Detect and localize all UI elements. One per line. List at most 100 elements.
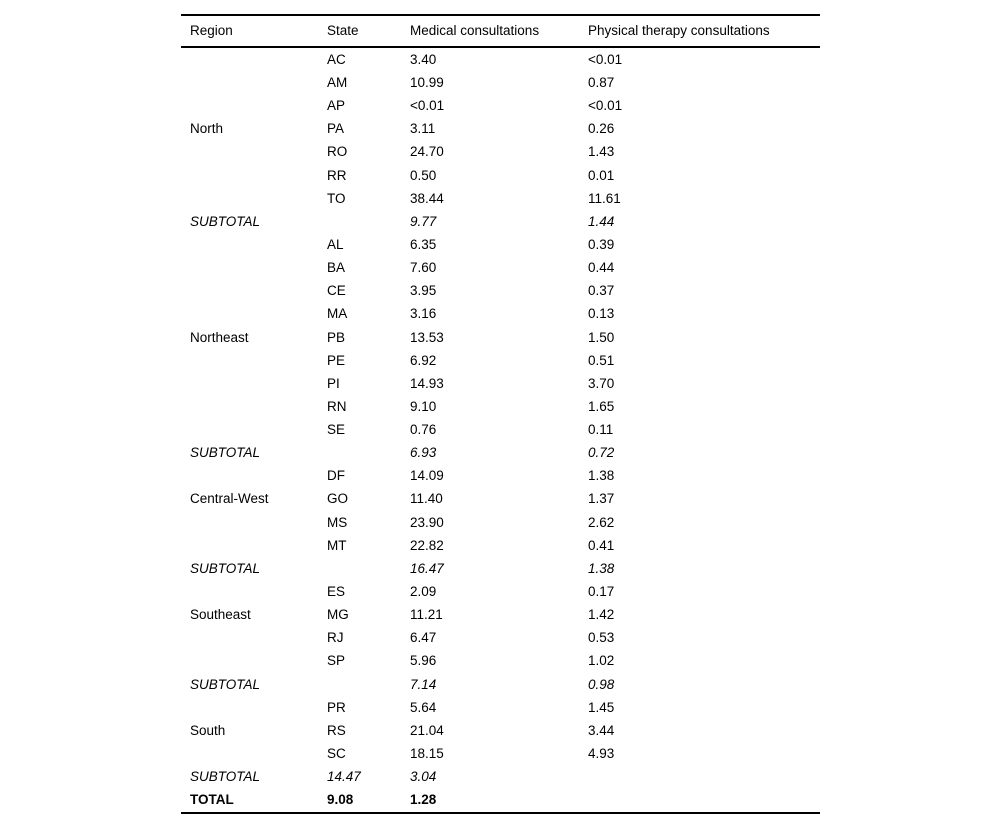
cell-medical: 7.60 [410, 260, 437, 276]
table-row: MS 23.90 2.62 [181, 511, 820, 534]
cell-medical: 1.28 [410, 792, 437, 808]
table-row: RJ 6.47 0.53 [181, 627, 820, 650]
table-row: BA 7.60 0.44 [181, 256, 820, 279]
cell-physical: 0.11 [588, 422, 614, 438]
table-row: Central-West GO 11.40 1.37 [181, 488, 820, 511]
cell-medical: 14.93 [410, 375, 444, 391]
cell-state: AM [327, 74, 348, 90]
header-row: Region State Medical consultations Physi… [181, 15, 820, 48]
cell-medical: 5.64 [410, 699, 437, 715]
table-row: RO 24.70 1.43 [181, 141, 820, 164]
cell-region: South [190, 722, 226, 738]
cell-region: Southeast [190, 607, 251, 623]
cell-medical: 14.09 [410, 468, 444, 484]
table-row: AP <0.01 <0.01 [181, 94, 820, 117]
cell-region [181, 580, 327, 603]
cell-region [181, 71, 327, 94]
cell-state [327, 441, 410, 464]
table-row: Northeast PB 13.53 1.50 [181, 326, 820, 349]
cell-region [181, 534, 327, 557]
cell-physical: 3.70 [588, 375, 615, 391]
cell-medical: 18.15 [410, 746, 444, 762]
cell-state: PA [327, 121, 345, 137]
cell-region [181, 696, 327, 719]
cell-medical: 16.47 [410, 560, 444, 576]
table-row: SC 18.15 4.93 [181, 742, 820, 765]
table-row: SE 0.76 0.11 [181, 418, 820, 441]
cell-region [181, 372, 327, 395]
subtotal-row: SUBTOTAL 9.77 1.44 [181, 210, 820, 233]
table-row: Southeast MG 11.21 1.42 [181, 603, 820, 626]
cell-region: SUBTOTAL [190, 213, 261, 229]
cell-medical: 6.47 [410, 630, 437, 646]
cell-medical: 11.40 [410, 491, 443, 507]
cell-region: SUBTOTAL [190, 769, 261, 785]
cell-state: TO [327, 190, 346, 206]
cell-physical: 1.02 [588, 653, 615, 669]
cell-region [181, 47, 327, 71]
cell-state: RO [327, 144, 348, 160]
cell-physical: 0.53 [588, 630, 615, 646]
cell-physical [588, 765, 820, 788]
cell-region [181, 164, 327, 187]
cell-medical: 38.44 [410, 190, 444, 206]
subtotal-row: SUBTOTAL 6.93 0.72 [181, 441, 820, 464]
cell-medical: 23.90 [410, 514, 444, 530]
cell-state: RS [327, 722, 346, 738]
cell-state: RR [327, 167, 347, 183]
cell-state: PR [327, 699, 346, 715]
cell-state: AL [327, 236, 344, 252]
total-row: TOTAL 9.08 1.28 [181, 789, 820, 813]
cell-medical: 3.04 [410, 769, 437, 785]
cell-physical: 1.45 [588, 699, 615, 715]
cell-state [327, 210, 410, 233]
cell-physical: 0.01 [588, 167, 615, 183]
cell-physical: 1.44 [588, 213, 615, 229]
table-row: DF 14.09 1.38 [181, 465, 820, 488]
table-row: PR 5.64 1.45 [181, 696, 820, 719]
cell-physical: 0.51 [588, 352, 615, 368]
cell-state: MG [327, 607, 349, 623]
cell-region: SUBTOTAL [190, 445, 261, 461]
cell-physical: 1.37 [588, 491, 615, 507]
cell-physical: 1.43 [588, 144, 615, 160]
table-row: AC 3.40 <0.01 [181, 47, 820, 71]
col-header-medical-consultations: Medical consultations [410, 15, 588, 48]
cell-state: ES [327, 584, 346, 600]
cell-medical: 9.77 [410, 213, 437, 229]
col-header-state: State [327, 15, 410, 48]
cell-physical: 1.65 [588, 398, 615, 414]
table-row: South RS 21.04 3.44 [181, 719, 820, 742]
cell-region [181, 303, 327, 326]
cell-state: MT [327, 537, 347, 553]
cell-region [181, 141, 327, 164]
cell-region: SUBTOTAL [190, 560, 261, 576]
table-row: MA 3.16 0.13 [181, 303, 820, 326]
cell-state: 14.47 [327, 769, 361, 785]
cell-medical: 22.82 [410, 537, 444, 553]
table-row: PI 14.93 3.70 [181, 372, 820, 395]
cell-region [181, 742, 327, 765]
cell-state: MA [327, 306, 348, 322]
cell-state: PB [327, 329, 346, 345]
cell-medical: 3.40 [410, 51, 437, 67]
cell-physical: 0.72 [588, 445, 615, 461]
cell-physical: 2.62 [588, 514, 615, 530]
cell-state: AC [327, 51, 346, 67]
cell-state: SP [327, 653, 346, 669]
cell-physical: <0.01 [588, 51, 623, 67]
cell-physical [588, 789, 820, 813]
cell-state: RN [327, 398, 347, 414]
cell-state: BA [327, 260, 346, 276]
cell-physical: 0.17 [588, 584, 615, 600]
table-row: ES 2.09 0.17 [181, 580, 820, 603]
col-header-region: Region [181, 15, 327, 48]
table-row: PE 6.92 0.51 [181, 349, 820, 372]
cell-physical: 0.39 [588, 236, 615, 252]
cell-physical: 1.50 [588, 329, 615, 345]
cell-state: MS [327, 514, 348, 530]
cell-physical: 0.37 [588, 283, 615, 299]
table-row: RN 9.10 1.65 [181, 395, 820, 418]
table-row: North PA 3.11 0.26 [181, 117, 820, 140]
cell-state: CE [327, 283, 346, 299]
